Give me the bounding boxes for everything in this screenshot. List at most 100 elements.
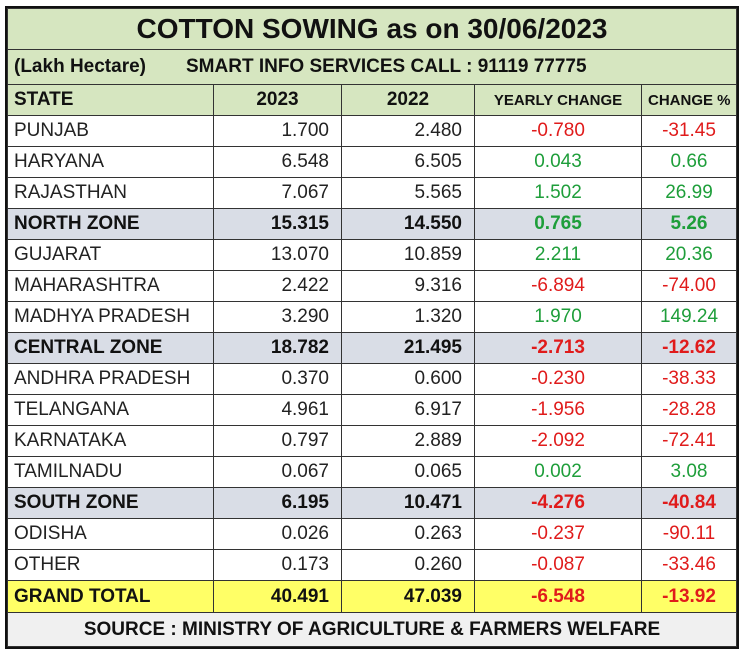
change-pct-cell: -33.46: [641, 549, 737, 581]
change-pct-cell: -31.45: [641, 115, 737, 147]
value-2023-cell: 13.070: [213, 239, 342, 271]
yearly-change-cell: 1.502: [474, 177, 642, 209]
value-2023-cell: 7.067: [213, 177, 342, 209]
value-2022-cell: 21.495: [341, 332, 475, 364]
value-2023-cell: 15.315: [213, 208, 342, 240]
yearly-change-cell: 0.002: [474, 456, 642, 488]
header-row: STATE 2023 2022 YEARLY CHANGE CHANGE %: [7, 84, 737, 116]
value-2022-cell: 6.505: [341, 146, 475, 178]
state-cell: MAHARASHTRA: [7, 270, 214, 302]
state-cell: GRAND TOTAL: [7, 580, 214, 613]
value-2022-cell: 14.550: [341, 208, 475, 240]
state-cell: ANDHRA PRADESH: [7, 363, 214, 395]
value-2022-cell: 10.471: [341, 487, 475, 519]
yearly-change-cell: 1.970: [474, 301, 642, 333]
yearly-change-cell: -2.092: [474, 425, 642, 457]
header-state: STATE: [7, 84, 214, 116]
change-pct-cell: -74.00: [641, 270, 737, 302]
zone-row: NORTH ZONE 15.315 14.550 0.765 5.26: [7, 208, 737, 240]
table-row: OTHER 0.173 0.260 -0.087 -33.46: [7, 549, 737, 581]
state-cell: MADHYA PRADESH: [7, 301, 214, 333]
value-2023-cell: 6.195: [213, 487, 342, 519]
change-pct-cell: -38.33: [641, 363, 737, 395]
yearly-change-cell: -6.548: [474, 580, 642, 613]
contact-info: SMART INFO SERVICES CALL : 91119 77775: [186, 56, 587, 77]
table-row: TAMILNADU 0.067 0.065 0.002 3.08: [7, 456, 737, 488]
table-row: ODISHA 0.026 0.263 -0.237 -90.11: [7, 518, 737, 550]
state-cell: KARNATAKA: [7, 425, 214, 457]
yearly-change-cell: -0.230: [474, 363, 642, 395]
value-2023-cell: 2.422: [213, 270, 342, 302]
value-2023-cell: 0.026: [213, 518, 342, 550]
total-row: GRAND TOTAL 40.491 47.039 -6.548 -13.92: [7, 580, 737, 613]
source-row: SOURCE : MINISTRY OF AGRICULTURE & FARME…: [7, 612, 737, 647]
table-row: KARNATAKA 0.797 2.889 -2.092 -72.41: [7, 425, 737, 457]
value-2022-cell: 0.263: [341, 518, 475, 550]
state-cell: OTHER: [7, 549, 214, 581]
value-2022-cell: 2.480: [341, 115, 475, 147]
state-cell: SOUTH ZONE: [7, 487, 214, 519]
table-row: GUJARAT 13.070 10.859 2.211 20.36: [7, 239, 737, 271]
zone-row: SOUTH ZONE 6.195 10.471 -4.276 -40.84: [7, 487, 737, 519]
value-2023-cell: 40.491: [213, 580, 342, 613]
value-2023-cell: 1.700: [213, 115, 342, 147]
state-cell: HARYANA: [7, 146, 214, 178]
value-2022-cell: 0.260: [341, 549, 475, 581]
state-cell: PUNJAB: [7, 115, 214, 147]
change-pct-cell: -12.62: [641, 332, 737, 364]
yearly-change-cell: -2.713: [474, 332, 642, 364]
state-cell: CENTRAL ZONE: [7, 332, 214, 364]
unit-label: (Lakh Hectare): [14, 56, 146, 77]
value-2023-cell: 4.961: [213, 394, 342, 426]
title-row: COTTON SOWING as on 30/06/2023: [7, 8, 737, 50]
value-2023-cell: 0.173: [213, 549, 342, 581]
source-note: SOURCE : MINISTRY OF AGRICULTURE & FARME…: [7, 612, 737, 647]
value-2023-cell: 0.067: [213, 456, 342, 488]
change-pct-cell: 26.99: [641, 177, 737, 209]
yearly-change-cell: -0.780: [474, 115, 642, 147]
yearly-change-cell: -6.894: [474, 270, 642, 302]
yearly-change-cell: -4.276: [474, 487, 642, 519]
header-change-pct: CHANGE %: [641, 84, 737, 116]
change-pct-cell: 3.08: [641, 456, 737, 488]
table-row: PUNJAB 1.700 2.480 -0.780 -31.45: [7, 115, 737, 147]
zone-row: CENTRAL ZONE 18.782 21.495 -2.713 -12.62: [7, 332, 737, 364]
subtitle-cell: (Lakh Hectare) SMART INFO SERVICES CALL :…: [7, 49, 737, 85]
value-2022-cell: 9.316: [341, 270, 475, 302]
change-pct-cell: 5.26: [641, 208, 737, 240]
yearly-change-cell: 0.043: [474, 146, 642, 178]
value-2023-cell: 0.370: [213, 363, 342, 395]
change-pct-cell: -40.84: [641, 487, 737, 519]
yearly-change-cell: 0.765: [474, 208, 642, 240]
value-2022-cell: 10.859: [341, 239, 475, 271]
table-row: RAJASTHAN 7.067 5.565 1.502 26.99: [7, 177, 737, 209]
change-pct-cell: 20.36: [641, 239, 737, 271]
change-pct-cell: 0.66: [641, 146, 737, 178]
table-row: TELANGANA 4.961 6.917 -1.956 -28.28: [7, 394, 737, 426]
state-cell: TAMILNADU: [7, 456, 214, 488]
yearly-change-cell: 2.211: [474, 239, 642, 271]
state-cell: GUJARAT: [7, 239, 214, 271]
yearly-change-cell: -1.956: [474, 394, 642, 426]
table-row: ANDHRA PRADESH 0.370 0.600 -0.230 -38.33: [7, 363, 737, 395]
value-2022-cell: 5.565: [341, 177, 475, 209]
change-pct-cell: -72.41: [641, 425, 737, 457]
change-pct-cell: -90.11: [641, 518, 737, 550]
value-2022-cell: 2.889: [341, 425, 475, 457]
header-2022: 2022: [341, 84, 475, 116]
value-2022-cell: 6.917: [341, 394, 475, 426]
cotton-sowing-table: COTTON SOWING as on 30/06/2023 (Lakh Hec…: [5, 6, 739, 649]
state-cell: NORTH ZONE: [7, 208, 214, 240]
table-row: MAHARASHTRA 2.422 9.316 -6.894 -74.00: [7, 270, 737, 302]
change-pct-cell: -13.92: [641, 580, 737, 613]
value-2023-cell: 18.782: [213, 332, 342, 364]
state-cell: RAJASTHAN: [7, 177, 214, 209]
value-2023-cell: 6.548: [213, 146, 342, 178]
value-2022-cell: 0.065: [341, 456, 475, 488]
change-pct-cell: -28.28: [641, 394, 737, 426]
change-pct-cell: 149.24: [641, 301, 737, 333]
state-cell: ODISHA: [7, 518, 214, 550]
table-row: HARYANA 6.548 6.505 0.043 0.66: [7, 146, 737, 178]
value-2022-cell: 0.600: [341, 363, 475, 395]
value-2022-cell: 1.320: [341, 301, 475, 333]
